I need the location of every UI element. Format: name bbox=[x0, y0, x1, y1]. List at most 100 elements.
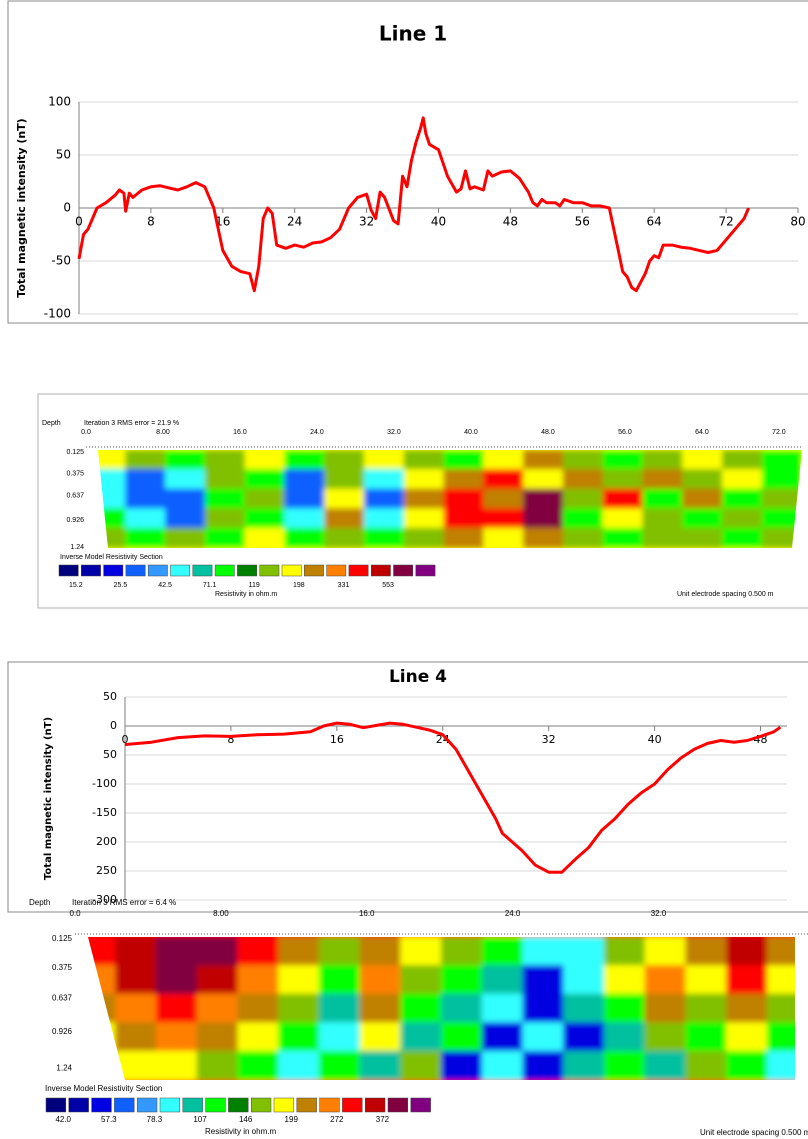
section-cell bbox=[761, 469, 802, 490]
legend-swatch bbox=[214, 564, 235, 577]
x-tick-label: 32.0 bbox=[387, 429, 401, 436]
section-cell bbox=[483, 527, 525, 548]
section-cell bbox=[481, 965, 524, 995]
legend-swatch bbox=[125, 564, 146, 577]
x-tick-label: 16.0 bbox=[233, 429, 247, 436]
section-cell bbox=[441, 993, 483, 1024]
section-title: Inverse Model Resistivity Section bbox=[60, 554, 163, 561]
section-cells bbox=[88, 937, 795, 1080]
section-cell bbox=[563, 993, 605, 1024]
legend-swatch bbox=[296, 1097, 317, 1113]
x-tick-label: 16.0 bbox=[359, 909, 375, 918]
section-cell bbox=[125, 527, 167, 548]
legend-swatch bbox=[387, 1097, 409, 1113]
section-cell bbox=[196, 937, 239, 967]
legend-title: Resistivity in ohm.m bbox=[215, 591, 277, 598]
resistivity-section: Depth Iteration 3 RMS error = 21.9 % 0.0 8.… bbox=[42, 420, 802, 598]
x-tick-label: 72 bbox=[718, 215, 733, 229]
chart-title: Line 1 bbox=[379, 22, 447, 46]
section-cell bbox=[359, 1022, 402, 1052]
section-cell bbox=[523, 527, 564, 548]
section-cell bbox=[359, 937, 402, 967]
x-tick-label: 32 bbox=[542, 733, 556, 746]
section-cell bbox=[522, 965, 565, 995]
section-cell bbox=[359, 993, 402, 1024]
section-cell bbox=[278, 965, 320, 995]
x-tick-label: 24.0 bbox=[505, 909, 521, 918]
data-line bbox=[77, 116, 750, 293]
x-tick-label: 32 bbox=[359, 215, 374, 229]
section-cell bbox=[204, 527, 246, 548]
x-tick-label: 32.0 bbox=[651, 909, 667, 918]
legend-label: 119 bbox=[249, 582, 260, 589]
legend-label: 553 bbox=[382, 582, 394, 589]
section-cell bbox=[400, 937, 442, 967]
section-cell bbox=[726, 993, 768, 1024]
section-cell bbox=[483, 508, 525, 529]
chart-frame bbox=[7, 661, 808, 913]
legend-label: 198 bbox=[293, 582, 305, 589]
section-cell bbox=[481, 937, 524, 967]
x-tick-label: 80 bbox=[790, 215, 805, 229]
section-cell bbox=[562, 469, 604, 490]
x-tick-label: 64.0 bbox=[695, 429, 709, 436]
chart-title: Line 4 bbox=[389, 667, 447, 687]
legend-label: 199 bbox=[285, 1115, 299, 1124]
section-cell bbox=[603, 993, 646, 1024]
section-cell bbox=[403, 469, 445, 490]
section-cell bbox=[244, 508, 286, 529]
unit-note: Unit electrode spacing 0.500 m bbox=[677, 591, 774, 598]
section-cell bbox=[284, 450, 326, 471]
legend-label: 78.3 bbox=[147, 1115, 163, 1124]
x-tick-label: 40 bbox=[431, 215, 446, 229]
section-cell bbox=[642, 450, 684, 471]
section-cell bbox=[766, 965, 795, 995]
chart-frame bbox=[7, 0, 808, 324]
section-cell bbox=[204, 469, 246, 490]
section-cell bbox=[682, 488, 723, 510]
legend-label: 71.1 bbox=[203, 582, 217, 589]
y-tick-label: 100 bbox=[48, 95, 71, 109]
depth-tick-label: 0.637 bbox=[52, 993, 73, 1002]
depth-tick-label: 1.24 bbox=[70, 544, 84, 551]
x-tick-label: 56.0 bbox=[618, 429, 632, 436]
section-cell bbox=[318, 937, 361, 967]
section-cell bbox=[766, 1022, 795, 1052]
section-cell bbox=[481, 993, 524, 1024]
section-cell bbox=[602, 488, 644, 510]
section-cell bbox=[522, 1050, 565, 1080]
section-cell bbox=[237, 937, 280, 967]
section-cell bbox=[642, 508, 684, 529]
y-axis-label: Total magnetic intensity (nT) bbox=[15, 118, 28, 297]
x-tick-label: 16 bbox=[330, 733, 344, 746]
depth-tick-label: 0.375 bbox=[66, 470, 84, 477]
y-tick-label: 250 bbox=[96, 864, 117, 877]
y-tick-label: 200 bbox=[96, 835, 117, 848]
section-cell bbox=[115, 993, 157, 1024]
section-cell bbox=[165, 527, 206, 548]
section-cell bbox=[324, 488, 365, 510]
section-cell bbox=[644, 965, 687, 995]
section-cell bbox=[761, 450, 802, 471]
section-cell bbox=[562, 508, 604, 529]
section-cell bbox=[196, 1022, 239, 1052]
x-tick-label: 0 bbox=[75, 215, 83, 229]
legend-swatch bbox=[319, 1097, 340, 1113]
section-cell bbox=[88, 937, 117, 967]
section-cell bbox=[318, 993, 361, 1024]
iteration-label: Iteration 3 RMS error = 21.9 % bbox=[84, 420, 179, 427]
legend-label: 146 bbox=[239, 1115, 253, 1124]
depth-label: Depth bbox=[42, 420, 61, 427]
section-cell bbox=[88, 965, 117, 995]
y-axis-label: Total magnetic intensity (nT) bbox=[43, 717, 54, 880]
legend-swatch bbox=[147, 564, 168, 577]
section-cell bbox=[603, 1022, 646, 1052]
section-cell bbox=[644, 937, 687, 967]
section-cell bbox=[602, 527, 644, 548]
x-tick-label: 24.0 bbox=[310, 429, 324, 436]
y-tick-label: -100 bbox=[44, 307, 71, 321]
x-tick-label: 56 bbox=[575, 215, 590, 229]
section-cell bbox=[761, 527, 802, 548]
legend-label: 15.2 bbox=[69, 582, 83, 589]
section-cell bbox=[88, 1022, 117, 1052]
